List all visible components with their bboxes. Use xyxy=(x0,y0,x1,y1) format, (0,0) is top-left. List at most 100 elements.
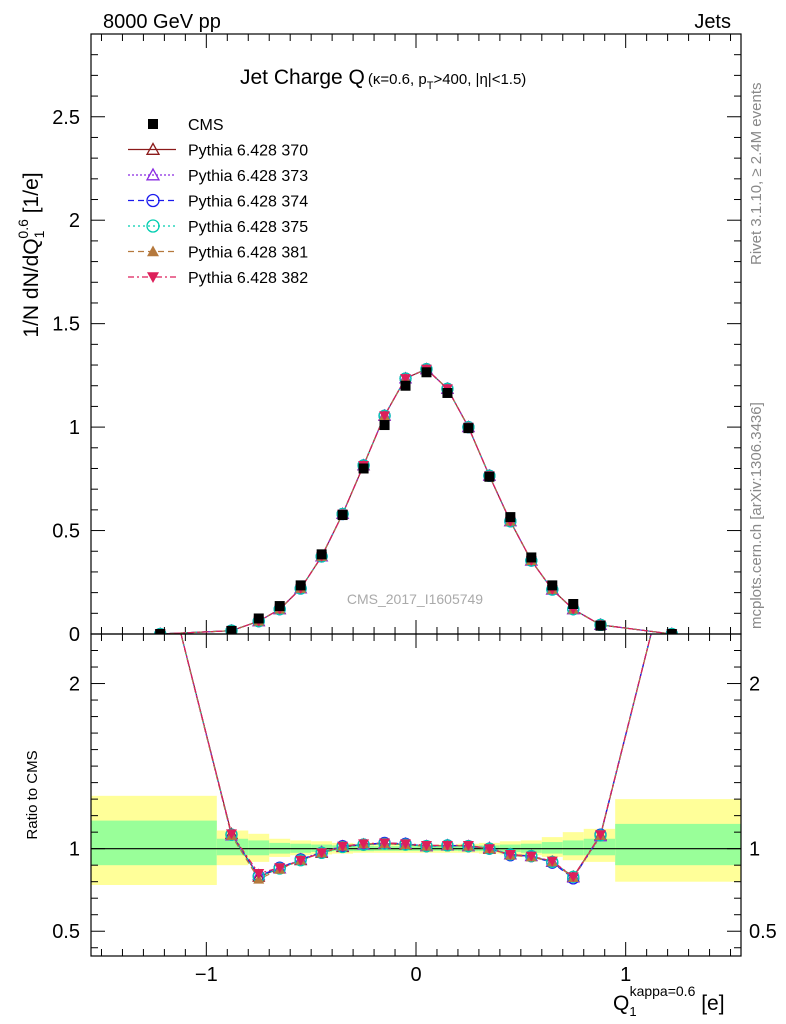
y-main-ticklabel-4: 2 xyxy=(69,210,80,232)
ratio-point-6-3 xyxy=(274,863,286,874)
ratio-frame xyxy=(90,633,742,957)
legend-marker-1 xyxy=(145,142,161,155)
y-main-ticklabel-5: 2.5 xyxy=(52,107,80,129)
x-ticklabel-0: −1 xyxy=(195,964,218,986)
ratio-point-1-19 xyxy=(666,546,677,556)
cms-point-10 xyxy=(421,367,432,378)
band-green-19 xyxy=(615,823,741,866)
y-main-ticklabel-1: 0.5 xyxy=(52,521,80,543)
y-ratio-ticklabel-left-2: 2 xyxy=(69,674,80,696)
cms-point-1 xyxy=(226,625,237,634)
legend-marker-5 xyxy=(147,245,159,257)
mcplots-label: mcplots.cern.ch [arXiv:1306.3436] xyxy=(748,402,765,629)
cms-point-12 xyxy=(463,423,474,434)
cms-point-6 xyxy=(337,510,348,521)
legend-label-0: CMS xyxy=(188,117,224,134)
legend-marker-6 xyxy=(147,272,159,283)
ratio-point-5-19 xyxy=(666,546,677,556)
ratio-point-4-3 xyxy=(273,862,286,875)
legend-label-3: Pythia 6.428 374 xyxy=(188,194,308,211)
band-green-1 xyxy=(216,838,249,856)
cms-point-16 xyxy=(547,580,558,591)
cms-point-11 xyxy=(442,387,453,398)
legend-label-4: Pythia 6.428 375 xyxy=(188,219,308,236)
ratio-point-6-19 xyxy=(666,547,677,557)
ratio-point-6-12 xyxy=(462,840,474,851)
ratio-point-6-1 xyxy=(225,829,237,840)
y-main-ticklabel-3: 1.5 xyxy=(52,314,80,336)
band-green-16 xyxy=(541,842,563,854)
cms-point-14 xyxy=(505,512,516,523)
band-green-2 xyxy=(248,840,270,856)
ratio-point-2-0 xyxy=(155,546,166,556)
main-point-6-8 xyxy=(379,411,391,422)
y-ratio-ticklabel-left-1: 1 xyxy=(69,839,80,861)
band-green-18 xyxy=(583,838,616,856)
ratio-point-6-16 xyxy=(546,856,558,867)
ratio-point-6-15 xyxy=(525,851,537,862)
cms-point-5 xyxy=(316,549,327,560)
ratio-point-6-11 xyxy=(441,840,453,851)
legend-marker-0 xyxy=(148,119,158,129)
rivet-label: Rivet 3.1.10, ≥ 2.4M events xyxy=(748,83,765,266)
ratio-point-6-13 xyxy=(483,844,495,855)
cms-point-3 xyxy=(274,601,285,612)
ratio-point-6-8 xyxy=(379,838,391,849)
header-left: 8000 GeV pp xyxy=(103,11,221,33)
ratio-point-4-19 xyxy=(666,546,677,557)
ratio-line-5 xyxy=(180,634,652,880)
ratio-point-6-0 xyxy=(155,547,166,557)
band-green-0 xyxy=(91,820,217,866)
cms-point-9 xyxy=(400,380,411,391)
cms-point-0 xyxy=(155,629,166,634)
ratio-point-6-2 xyxy=(253,869,265,879)
y-ratio-ticklabel-left-0: 0.5 xyxy=(52,921,80,943)
legend: CMS Pythia 6.428 370 Pythia 6.428 373 Pythi… xyxy=(128,117,308,287)
ratio-point-6-7 xyxy=(358,839,370,850)
band-green-17 xyxy=(562,840,584,856)
y-ratio-ticklabel-right-2: 2 xyxy=(749,674,760,696)
ratio-point-3-19 xyxy=(666,546,677,557)
x-axis-label: Q1kappa=0.6 [e] xyxy=(613,983,725,1019)
x-ticklabel-2: 1 xyxy=(620,964,631,986)
tick-marks xyxy=(91,34,741,956)
chart-title: Jet Charge Q (κ=0.6, pT>400, |η|<1.5) xyxy=(240,66,526,92)
ratio-point-1-0 xyxy=(155,546,166,556)
ratio-point-6-6 xyxy=(337,841,349,852)
cms-point-13 xyxy=(484,471,495,482)
ratio-points xyxy=(155,546,677,885)
ratio-line-3 xyxy=(180,634,652,880)
ratio-point-6-17 xyxy=(567,872,579,883)
cms-point-17 xyxy=(568,599,579,609)
watermark: CMS_2017_I1605749 xyxy=(347,591,483,607)
y-main-ticklabel-0: 0 xyxy=(69,624,80,646)
data-points xyxy=(154,362,678,885)
legend-marker-2 xyxy=(145,167,161,181)
y-ratio-ticklabel-right-1: 1 xyxy=(749,839,760,861)
y-ratio-ticklabel-right-0: 0.5 xyxy=(749,921,777,943)
cms-point-18 xyxy=(595,620,606,631)
ratio-point-3-0 xyxy=(155,546,166,557)
cms-point-19 xyxy=(666,629,677,634)
ratio-point-4-0 xyxy=(155,546,166,557)
legend-marker-4 xyxy=(146,219,160,233)
ratio-point-6-18 xyxy=(595,830,607,841)
ratio-point-6-14 xyxy=(504,850,516,860)
ratio-point-6-10 xyxy=(420,840,432,851)
cms-point-7 xyxy=(358,463,369,474)
y-axis-main-label: 1/N dN/dQ10.6 [1/e] xyxy=(15,172,47,337)
cms-point-4 xyxy=(295,580,306,591)
legend-label-6: Pythia 6.428 382 xyxy=(188,270,308,287)
header-right: Jets xyxy=(694,11,731,33)
x-ticklabel-1: 0 xyxy=(410,964,421,986)
legend-label-1: Pythia 6.428 370 xyxy=(188,143,308,160)
main-points xyxy=(154,362,678,634)
y-axis-ratio-label: Ratio to CMS xyxy=(24,750,41,839)
legend-label-5: Pythia 6.428 381 xyxy=(188,245,308,262)
main-point-6-9 xyxy=(400,374,412,384)
ratio-point-6-5 xyxy=(316,848,328,859)
ratio-point-5-0 xyxy=(155,546,166,556)
uncertainty-bands xyxy=(91,795,741,885)
y-main-ticklabel-2: 1 xyxy=(69,417,80,439)
